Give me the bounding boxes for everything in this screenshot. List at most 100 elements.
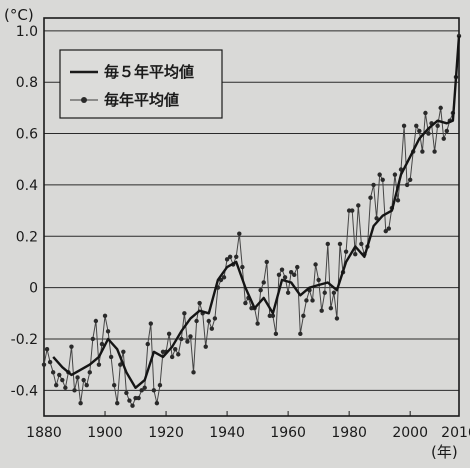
- annual-data-point: [395, 198, 401, 203]
- y-tick-label: 0.2: [16, 229, 38, 245]
- annual-data-point: [209, 326, 215, 331]
- annual-data-point: [157, 382, 163, 388]
- annual-data-point: [444, 128, 449, 134]
- annual-data-point: [380, 177, 385, 182]
- annual-data-point: [124, 390, 129, 396]
- y-tick-label: 0.8: [16, 75, 38, 91]
- y-tick-label: -0.2: [11, 332, 38, 348]
- annual-data-point: [328, 305, 334, 311]
- annual-data-point: [356, 203, 361, 208]
- annual-data-point: [270, 313, 276, 319]
- annual-data-point: [343, 249, 349, 254]
- annual-data-point: [206, 318, 211, 324]
- y-tick-label: 0.4: [16, 178, 38, 194]
- y-tick-label: 0.6: [16, 127, 38, 143]
- x-tick-label: 1880: [26, 425, 62, 441]
- annual-data-point: [41, 362, 47, 367]
- annual-data-point: [166, 331, 172, 337]
- annual-data-point: [212, 316, 218, 321]
- annual-data-point: [282, 275, 288, 280]
- annual-data-point: [288, 270, 294, 275]
- annual-data-point: [432, 149, 437, 154]
- annual-data-point: [84, 382, 89, 388]
- x-tick-label: 2016: [441, 425, 470, 441]
- annual-data-point: [142, 385, 147, 390]
- annual-data-point: [93, 318, 99, 324]
- y-tick-label: 1.0: [16, 24, 38, 40]
- annual-data-point: [420, 149, 425, 154]
- annual-data-point: [179, 336, 184, 342]
- annual-data-point: [182, 311, 187, 316]
- annual-data-point: [133, 395, 138, 401]
- annual-data-point: [310, 298, 315, 303]
- annual-data-point: [221, 275, 227, 280]
- annual-data-point: [295, 264, 300, 270]
- annual-data-point: [154, 400, 160, 406]
- annual-data-point: [401, 123, 407, 129]
- annual-data-point: [249, 305, 254, 311]
- annual-data-point: [63, 385, 68, 390]
- annual-data-point: [160, 349, 166, 355]
- annual-data-point: [99, 341, 105, 347]
- annual-data-point: [87, 370, 92, 375]
- x-tick-label: 1960: [270, 425, 306, 441]
- legend-label-annual: 毎年平均値: [104, 91, 179, 109]
- annual-data-point: [90, 336, 96, 342]
- annual-data-point: [435, 123, 440, 129]
- annual-data-point: [203, 344, 208, 349]
- annual-data-point: [176, 352, 181, 357]
- annual-data-point: [139, 388, 144, 393]
- annual-data-point: [404, 182, 410, 188]
- annual-data-point: [407, 177, 413, 182]
- annual-data-point: [47, 359, 53, 365]
- annual-data-point: [298, 331, 303, 337]
- annual-data-point: [111, 382, 117, 388]
- annual-data-point: [240, 264, 245, 270]
- annual-data-point: [417, 128, 422, 134]
- y-unit-label: (°C): [4, 6, 34, 24]
- annual-data-point: [273, 331, 279, 337]
- annual-data-point: [346, 208, 352, 213]
- legend-marker-annual: [81, 97, 87, 103]
- annual-data-point: [169, 354, 175, 360]
- annual-data-point: [371, 182, 376, 188]
- annual-data-point: [44, 347, 50, 352]
- annual-data-point: [185, 339, 190, 344]
- x-tick-label: 1980: [331, 425, 367, 441]
- annual-data-point: [386, 226, 392, 231]
- x-unit-label: (年): [431, 443, 458, 461]
- y-tick-label: 0: [29, 281, 38, 297]
- annual-data-point: [145, 341, 150, 347]
- annual-data-point: [292, 272, 297, 277]
- annual-data-point: [285, 290, 291, 295]
- annual-data-point: [75, 375, 80, 380]
- annual-data-point: [108, 354, 114, 360]
- annual-data-point: [313, 262, 318, 267]
- annual-data-point: [127, 398, 132, 403]
- annual-data-point: [50, 370, 56, 375]
- plot-frame: [43, 17, 460, 417]
- tick-labels: -0.4 -0.2 0 0.2 0.4 0.6 0.8 1.0 1880 1900 1920 1940…: [11, 24, 470, 441]
- annual-data-point: [72, 388, 77, 393]
- annual-data-point: [243, 300, 248, 306]
- annual-data-point: [115, 400, 120, 406]
- annual-data-point: [148, 321, 154, 326]
- x-tick-label: 2000: [392, 425, 428, 441]
- annual-data-point: [237, 231, 242, 236]
- y-tick-label: -0.4: [11, 383, 38, 399]
- legend-box: [59, 49, 223, 119]
- annual-data-point: [194, 318, 199, 324]
- annual-data-point: [224, 257, 230, 262]
- x-tick-label: 1940: [209, 425, 245, 441]
- annual-data-point: [414, 123, 419, 129]
- legend-label-5yr: 毎５年平均値: [104, 63, 194, 81]
- annual-data-point: [426, 131, 431, 136]
- annual-data-point: [96, 362, 102, 367]
- annual-data-point: [383, 228, 388, 234]
- legend: 毎５年平均値 毎年平均値: [59, 49, 223, 119]
- annual-data-point: [255, 321, 260, 326]
- annual-data-point: [301, 313, 306, 319]
- annual-data-point: [57, 372, 62, 378]
- annual-data-point: [368, 195, 373, 200]
